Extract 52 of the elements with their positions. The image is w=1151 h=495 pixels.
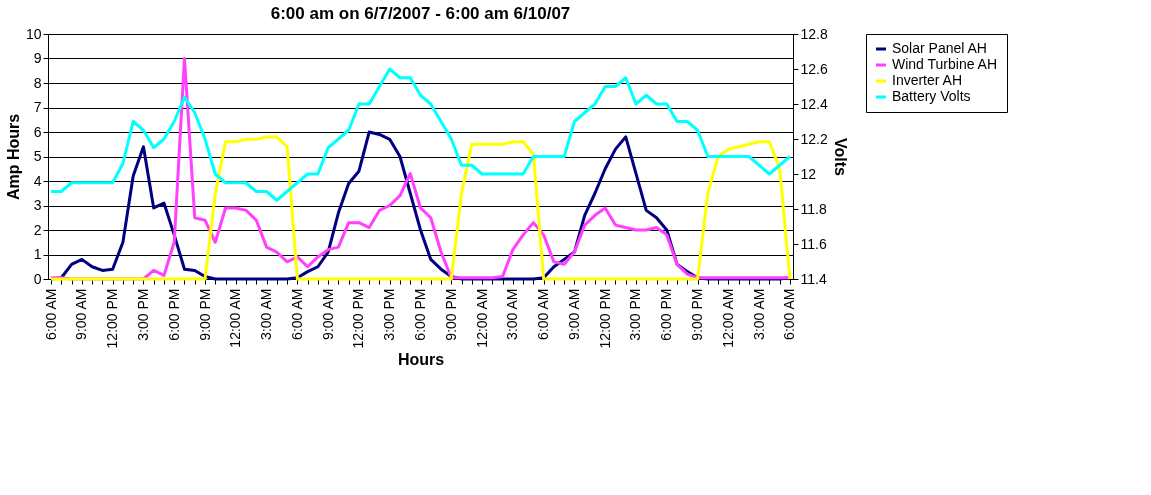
chart-title: 6:00 am on 6/7/2007 - 6:00 am 6/10/07 bbox=[270, 4, 571, 23]
y2-tick-label: 12.2 bbox=[800, 130, 828, 147]
x-tick-label: 9:00 AM bbox=[319, 288, 336, 340]
y-tick-label: 7 bbox=[33, 99, 42, 115]
y-tick-label: 6 bbox=[33, 123, 42, 140]
x-tick-label: 9:00 PM bbox=[442, 288, 459, 341]
y-tick-label: 3 bbox=[33, 197, 42, 213]
y-tick-label: 0 bbox=[33, 270, 42, 287]
y-tick-label: 2 bbox=[33, 221, 42, 238]
y2-tick-label: 11.8 bbox=[800, 200, 827, 217]
x-tick-label: 9:00 PM bbox=[196, 288, 213, 341]
x-tick-label: 9:00 PM bbox=[689, 288, 706, 341]
x-tick-label: 6:00 PM bbox=[658, 288, 675, 341]
y2-tick-label: 11.6 bbox=[800, 235, 827, 252]
x-tick-label: 3:00 PM bbox=[381, 288, 398, 341]
legend-label: Solar Panel AH bbox=[892, 40, 987, 56]
y2-tick-label: 12.6 bbox=[800, 60, 828, 77]
x-tick-label: 9:00 AM bbox=[565, 288, 582, 340]
x-tick-label: 12:00 PM bbox=[350, 288, 367, 349]
y2-axis-title: Volts bbox=[831, 138, 849, 177]
y2-tick-label: 12.8 bbox=[800, 25, 828, 42]
x-tick-label: 6:00 AM bbox=[42, 288, 59, 340]
y-tick-label: 5 bbox=[33, 148, 42, 164]
x-tick-label: 12:00 AM bbox=[473, 288, 490, 348]
x-tick-label: 6:00 PM bbox=[165, 288, 182, 341]
x-tick-label: 3:00 AM bbox=[258, 288, 275, 340]
x-tick-label: 6:00 AM bbox=[781, 288, 798, 340]
x-tick-label: 12:00 AM bbox=[719, 288, 736, 348]
x-tick-label: 12:00 PM bbox=[596, 288, 613, 349]
y-tick-label: 4 bbox=[33, 172, 42, 189]
y-tick-label: 8 bbox=[33, 74, 42, 91]
x-tick-label: 3:00 AM bbox=[504, 288, 521, 340]
x-tick-label: 12:00 PM bbox=[104, 288, 121, 349]
x-tick-label: 6:00 AM bbox=[288, 288, 305, 340]
x-tick-label: 9:00 AM bbox=[73, 288, 90, 340]
legend-label: Wind Turbine AH bbox=[892, 56, 998, 72]
x-tick-label: 3:00 AM bbox=[750, 288, 767, 340]
x-tick-label: 6:00 AM bbox=[535, 288, 552, 340]
y-axis-title: Amp Hours bbox=[4, 113, 22, 201]
x-tick-label: 3:00 PM bbox=[134, 288, 151, 341]
y2-tick-label: 12 bbox=[800, 165, 817, 182]
x-tick-label: 3:00 PM bbox=[627, 288, 644, 341]
legend-label: Battery Volts bbox=[892, 88, 971, 104]
x-axis-title: Hours bbox=[397, 351, 445, 369]
legend-label: Inverter AH bbox=[892, 72, 963, 88]
y2-tick-label: 12.4 bbox=[800, 95, 828, 112]
y-tick-label: 9 bbox=[33, 50, 42, 66]
y-tick-label: 10 bbox=[25, 25, 42, 42]
x-tick-label: 6:00 PM bbox=[412, 288, 428, 341]
y2-tick-label: 11.4 bbox=[800, 270, 827, 287]
y-tick-label: 1 bbox=[33, 246, 42, 262]
x-tick-label: 12:00 AM bbox=[227, 288, 244, 348]
